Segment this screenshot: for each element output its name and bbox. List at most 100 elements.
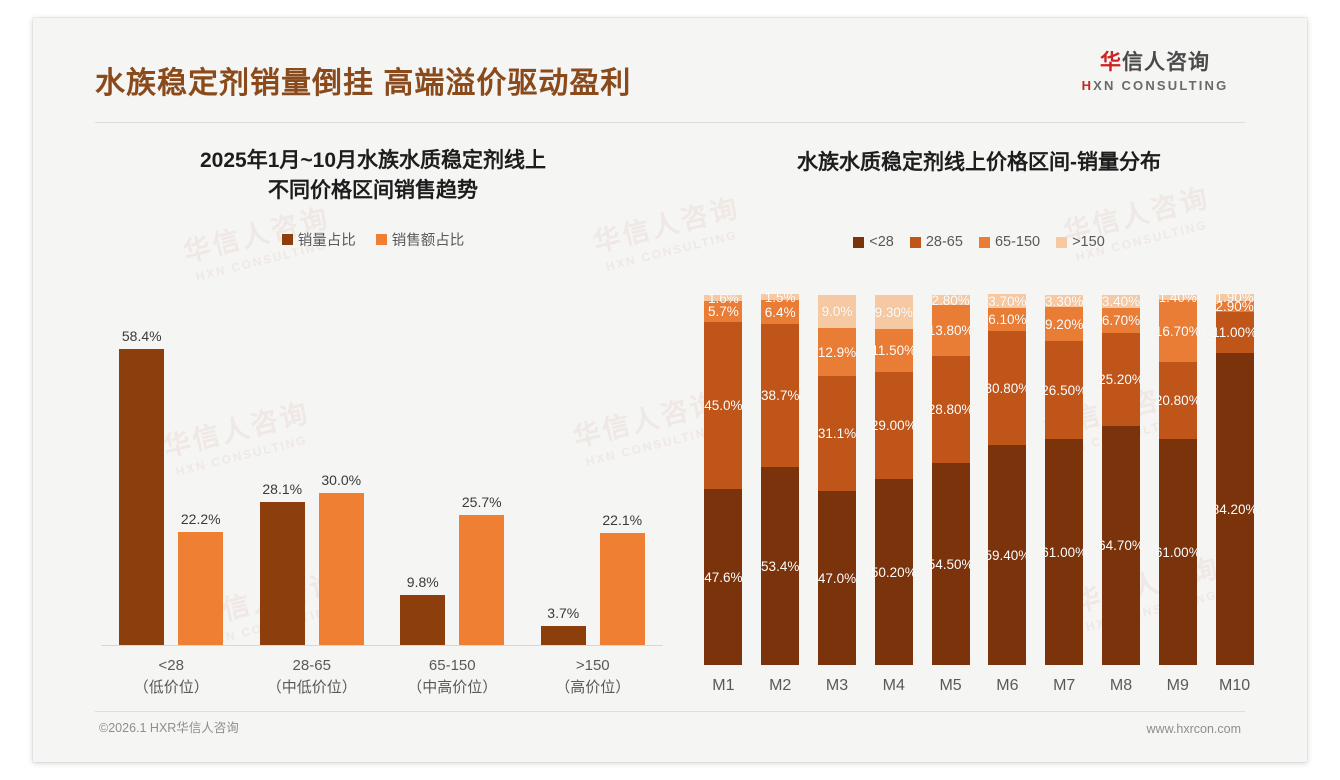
stack-segment[interactable]: 3.70% [988, 294, 1026, 309]
stack-segment[interactable]: 6.70% [1102, 308, 1140, 333]
bar-column[interactable]: 22.2% [178, 511, 224, 645]
legend-item[interactable]: >150 [1056, 234, 1105, 250]
legend-swatch-icon [375, 233, 387, 245]
stack-segment[interactable]: 9.20% [1045, 307, 1083, 341]
stack-segment[interactable]: 6.10% [988, 308, 1027, 331]
stack-segment-label: 6.10% [988, 312, 1027, 327]
stack-segment[interactable]: 13.80% [928, 305, 974, 356]
legend-item[interactable]: 65-150 [978, 234, 1040, 250]
bar-column[interactable]: 30.0% [318, 472, 364, 645]
x-axis-month-label: M1 [712, 677, 735, 694]
bar[interactable] [318, 493, 364, 645]
stack-segment[interactable]: 3.40% [1102, 294, 1140, 309]
legend-swatch-icon [978, 236, 990, 248]
stack-segment[interactable]: 28.80% [928, 356, 974, 463]
stack-segment[interactable]: 84.20% [1212, 353, 1258, 665]
stack-segment[interactable]: 20.80% [1155, 362, 1201, 439]
stack-segment[interactable]: 61.00% [1155, 439, 1201, 665]
stack-segment[interactable]: 61.00% [1041, 439, 1087, 665]
stack-segment-label: 61.00% [1154, 544, 1201, 560]
stacked-bar-column[interactable]: 50.20% 29.00% 11.50% 9.30% M4 [871, 295, 917, 694]
stack-segment[interactable]: 11.50% [871, 329, 916, 372]
stack-segment[interactable]: 1.5% [761, 290, 800, 305]
stack-segment[interactable]: 59.40% [985, 445, 1030, 665]
stack-segment[interactable]: 26.50% [1041, 341, 1087, 439]
x-axis-category-label: 65-150 （中高价位） [407, 655, 497, 699]
stack-segment[interactable]: 3.30% [1045, 294, 1083, 309]
stack-segment[interactable]: 50.20% [871, 479, 917, 665]
stacked-bar-column[interactable]: 61.00% 20.80% 16.70% 1.40% M9 [1155, 290, 1201, 694]
stack-segment[interactable]: 6.4% [761, 300, 800, 324]
bar-group: 58.4% 22.2% <28 （低价位） [101, 315, 242, 696]
x-axis-month-label: M2 [769, 677, 792, 694]
stack-segment[interactable]: 25.20% [1098, 333, 1144, 426]
x-axis-category-name: 28-65 [292, 657, 331, 674]
stack-segment[interactable]: 64.70% [1098, 426, 1144, 665]
stack-segment[interactable]: 38.7% [761, 324, 799, 467]
legend-item[interactable]: 销售额占比 [375, 229, 465, 250]
slide-header: 水族稳定剂销量倒挂 高端溢价驱动盈利 华信人咨询 HXN CONSULTING [33, 18, 1307, 123]
stack-segment[interactable]: 9.0% [818, 295, 856, 328]
stack-segment[interactable]: 47.6% [704, 489, 743, 665]
legend-label: 销售额占比 [391, 232, 465, 249]
bar[interactable] [540, 626, 586, 645]
stack-segment[interactable]: 9.30% [875, 295, 913, 329]
stacked-bar-column[interactable]: 47.6% 45.0% 5.7% 1.6% M1 [704, 291, 743, 695]
stack-segment-label: 9.30% [874, 304, 913, 320]
stacked-bar-column[interactable]: 54.50% 28.80% 13.80% 2.80% M5 [928, 293, 974, 695]
stack-segment[interactable]: 16.70% [1155, 300, 1201, 362]
stack-segment-label: 38.7% [761, 388, 800, 403]
legend-item[interactable]: 28-65 [909, 234, 963, 250]
stack-segment[interactable]: 5.7% [704, 301, 743, 322]
bar-column[interactable]: 3.7% [540, 605, 586, 645]
bar[interactable] [599, 533, 645, 645]
stack-segment[interactable]: 29.00% [871, 372, 917, 479]
stack-segment-label: 29.00% [870, 418, 917, 433]
bar-column[interactable]: 25.7% [459, 494, 505, 645]
stacked-bar-column[interactable]: 61.00% 26.50% 9.20% 3.30% M7 [1041, 294, 1087, 695]
bar[interactable] [119, 349, 165, 645]
stacked-bar-column[interactable]: 47.0% 31.1% 12.9% 9.0% M3 [818, 295, 856, 694]
stack-segment[interactable]: 54.50% [928, 463, 974, 665]
logo-english: HXN CONSULTING [1065, 78, 1245, 93]
stack-segment[interactable]: 1.6% [704, 291, 743, 306]
bar[interactable] [400, 595, 446, 645]
stack-segment[interactable]: 1.40% [1159, 290, 1197, 305]
bar[interactable] [178, 532, 224, 645]
legend-item[interactable]: 销量占比 [281, 229, 356, 250]
bar-column[interactable]: 28.1% [259, 481, 305, 645]
stack-segment[interactable]: 53.4% [761, 467, 799, 665]
stack-segment[interactable]: 30.80% [985, 331, 1030, 445]
stack-segment[interactable]: 31.1% [818, 376, 856, 491]
x-axis-category-sublabel: （高价位） [555, 678, 631, 696]
right-chart-title: 水族水质稳定剂线上价格区间-销量分布 [797, 151, 1161, 174]
legend-label: 销量占比 [297, 232, 356, 249]
bar[interactable] [459, 515, 505, 645]
stacked-bar-column[interactable]: 59.40% 30.80% 6.10% 3.70% M6 [985, 294, 1031, 695]
stacked-bar-column[interactable]: 64.70% 25.20% 6.70% 3.40% M8 [1098, 294, 1144, 694]
bar-column[interactable]: 58.4% [119, 328, 165, 645]
bar-column[interactable]: 22.1% [599, 512, 645, 645]
stack-segment[interactable]: 2.80% [931, 293, 969, 308]
stack-segment[interactable]: 47.0% [818, 491, 856, 665]
stack-segment[interactable]: 2.90% [1215, 299, 1253, 314]
stack-segment-label: 13.80% [927, 323, 974, 338]
stack-segment-label: 11.00% [1212, 325, 1257, 340]
bar[interactable] [259, 502, 305, 645]
bar-column[interactable]: 9.8% [400, 574, 446, 645]
bar-value-label: 25.7% [461, 494, 502, 510]
left-chart-plot: 58.4% 22.2% <28 （低价位） 28.1% 30.0% 28-65 （中低价位） 9… [101, 315, 663, 696]
stack-segment-label: 47.0% [817, 570, 857, 586]
footer-divider [95, 711, 1245, 712]
x-axis-month-label: M4 [882, 677, 905, 694]
stack-segment[interactable]: 12.9% [818, 328, 856, 376]
footer-website[interactable]: www.hxrcon.com [1146, 722, 1241, 736]
legend-item[interactable]: <28 [853, 234, 894, 250]
stacked-bar-column[interactable]: 84.20% 11.00% 2.90% 1.90% M10 [1212, 290, 1258, 694]
x-axis-month-label: M6 [996, 677, 1019, 694]
stack-segment[interactable]: 45.0% [704, 322, 743, 489]
stack-segment[interactable]: 1.90% [1215, 290, 1253, 305]
stacked-bar-column[interactable]: 53.4% 38.7% 6.4% 1.5% M2 [761, 290, 800, 695]
stack-segment-label: 5.7% [708, 304, 739, 319]
stack-segment[interactable]: 11.00% [1212, 312, 1257, 353]
